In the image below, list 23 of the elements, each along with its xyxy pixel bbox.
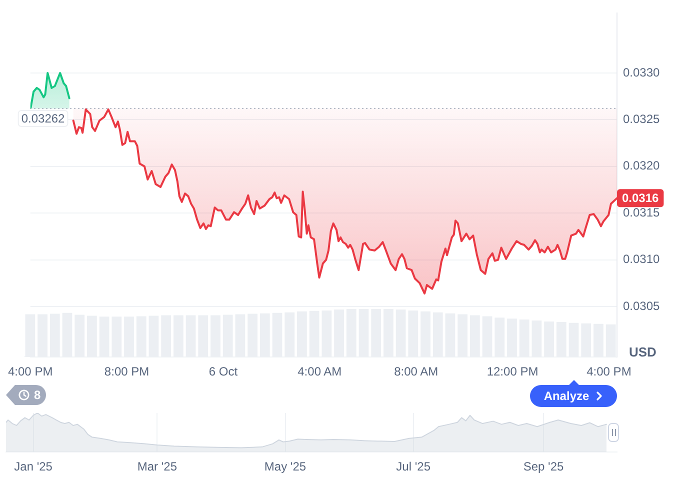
- x-tick-label: Jan '25: [14, 460, 53, 474]
- y-tick-label: 0.0305: [623, 298, 660, 313]
- x-tick-label: Mar '25: [137, 460, 178, 474]
- x-tick-label: May '25: [264, 460, 306, 474]
- y-tick-label: 0.0315: [623, 205, 660, 220]
- x-tick-label: 12:00 PM: [486, 364, 538, 379]
- x-tick-label: 6 Oct: [208, 364, 238, 379]
- x-tick-label: 4:00 AM: [298, 364, 342, 379]
- y-tick-label: 0.0320: [623, 158, 660, 173]
- x-tick-label: Jul '25: [396, 460, 431, 474]
- text: Analyze: [544, 389, 590, 403]
- x-tick-label: 8:00 PM: [104, 364, 150, 379]
- x-tick-label: Sep '25: [523, 460, 564, 474]
- x-tick-label: 8:00 AM: [394, 364, 438, 379]
- y-tick-label: 0.0325: [623, 112, 660, 126]
- annotation: 0.0316: [622, 190, 660, 205]
- x-tick-label: 4:00 PM: [8, 364, 53, 379]
- text: 8: [34, 388, 41, 402]
- y-tick-label: 0.0330: [623, 65, 660, 80]
- y-tick-label: 0.0310: [623, 252, 660, 266]
- x-tick-label: 4:00 PM: [586, 364, 632, 379]
- y-axis-title: USD: [629, 344, 656, 360]
- ref-line-label: 0.03262: [21, 111, 66, 126]
